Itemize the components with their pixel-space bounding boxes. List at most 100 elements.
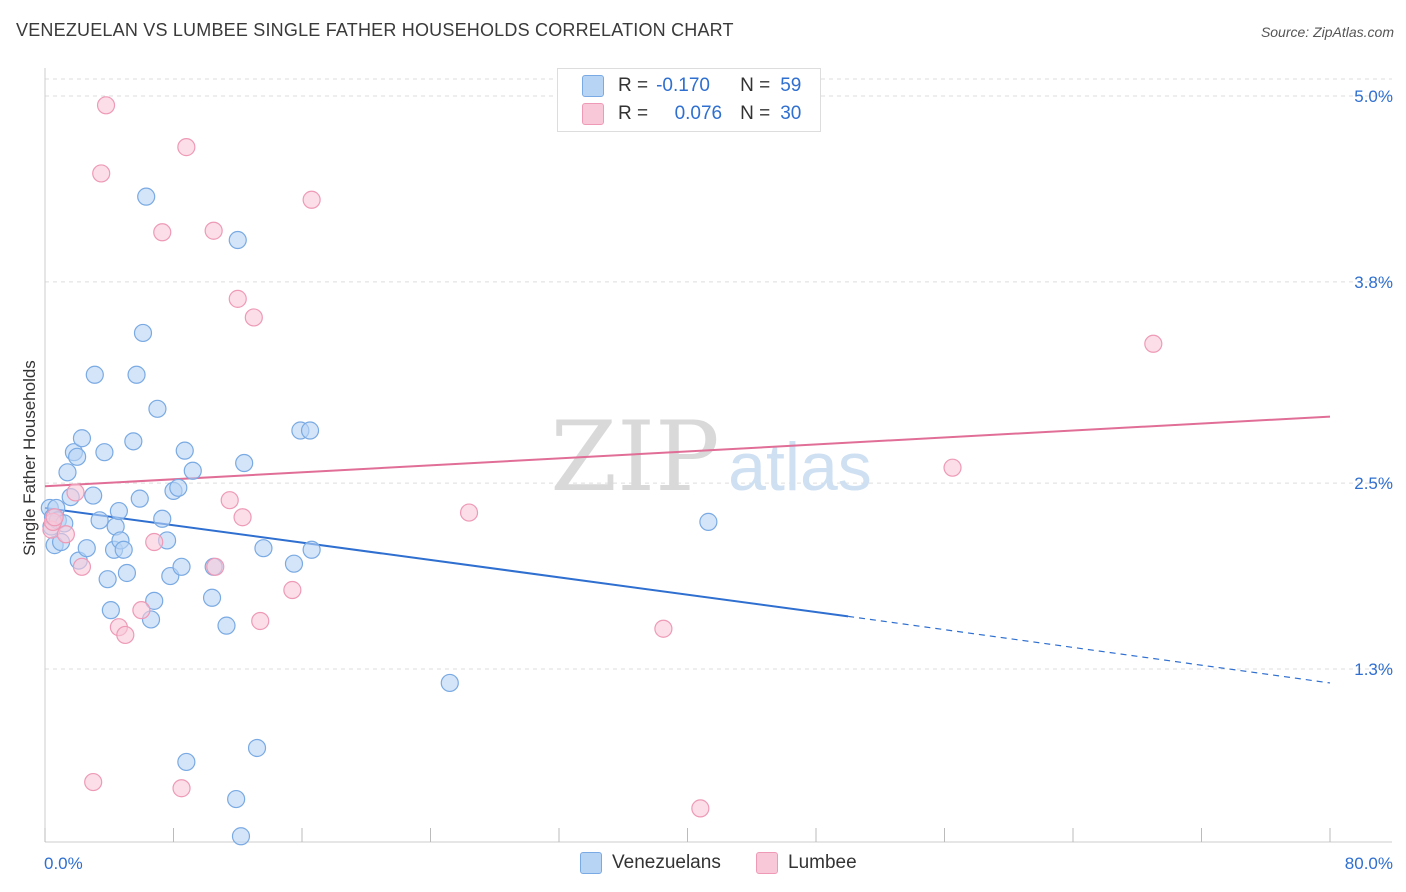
legend-venezuelans-label: Venezuelans — [612, 852, 721, 873]
stats-legend: R = -0.170 N = 59 R = 0.076 N = 30 — [557, 68, 821, 132]
axes — [44, 68, 1392, 843]
venezuelans-n-value: 59 — [780, 75, 802, 96]
lumbee-point-6 — [84, 772, 103, 792]
venezuelan-point-42 — [177, 752, 196, 772]
venezuelan-point-15 — [84, 486, 103, 505]
chart-title: VENEZUELAN VS LUMBEE SINGLE FATHER HOUSE… — [16, 20, 734, 40]
lumbee-point-20 — [233, 508, 252, 527]
venezuelan-point-39 — [169, 478, 188, 497]
venezuelan-point-23 — [109, 501, 128, 521]
venezuelans-r-value: -0.170 — [656, 75, 710, 96]
lumbee-point-29 — [1144, 334, 1163, 353]
lumbee-point-27 — [691, 799, 710, 818]
venezuelan-point-46 — [217, 616, 236, 635]
lumbee-n-value: 30 — [780, 103, 802, 124]
x-tick-label-1: 80.0% — [1345, 854, 1393, 873]
watermark-atlas: atlas — [728, 429, 872, 505]
venezuelan-point-17 — [90, 511, 109, 530]
lumbee-r-label: R = — [618, 103, 649, 124]
lumbee-point-22 — [251, 611, 270, 631]
venezuelan-point-13 — [72, 429, 92, 448]
legend-item-venezuelans[interactable]: Venezuelans — [580, 852, 721, 874]
venezuelan-point-8 — [58, 463, 77, 482]
legend-lumbee-swatch — [756, 852, 778, 874]
venezuelan-point-16 — [85, 365, 104, 384]
venezuelan-point-48 — [228, 230, 247, 250]
venezuelan-point-20 — [101, 601, 120, 620]
lumbee-point-15 — [177, 138, 196, 157]
legend-venezuelans-swatch — [580, 852, 602, 874]
venezuelan-point-33 — [145, 591, 164, 610]
lumbee-point-28 — [943, 458, 962, 477]
y-tick-label-0: 1.3% — [1354, 660, 1393, 679]
lumbee-point-7 — [92, 164, 111, 183]
venezuelan-point-11 — [68, 447, 87, 466]
lumbee-point-11 — [132, 601, 151, 620]
lumbee-point-16 — [204, 221, 223, 240]
venezuelan-point-55 — [300, 421, 320, 440]
y-tick-label-2: 3.8% — [1354, 273, 1393, 292]
lumbee-point-24 — [302, 190, 321, 209]
x-tick-label-0: 0.0% — [44, 854, 83, 873]
y-tick-label-1: 2.5% — [1354, 474, 1393, 493]
venezuelans-swatch — [582, 75, 604, 97]
tick-labels: 1.3% 2.5% 3.8% 5.0% 0.0% 80.0% — [44, 87, 1393, 873]
y-tick-label-3: 5.0% — [1354, 87, 1393, 106]
venezuelan-point-35 — [153, 509, 172, 528]
venezuelans-trendline — [44, 506, 849, 618]
lumbee-point-2 — [45, 508, 64, 527]
venezuelan-point-19 — [98, 570, 117, 589]
venezuelan-point-28 — [127, 365, 146, 384]
lumbee-point-21 — [244, 308, 263, 327]
venezuelan-point-58 — [699, 512, 718, 531]
lumbee-point-4 — [66, 483, 85, 502]
venezuelan-point-56 — [302, 540, 321, 559]
venezuelan-point-30 — [133, 323, 153, 343]
lumbee-point-3 — [56, 525, 75, 544]
lumbee-point-18 — [220, 491, 239, 510]
venezuelan-point-31 — [137, 187, 156, 206]
legend-row-venezuelans: R = -0.170 N = 59 — [582, 72, 801, 100]
venezuelan-point-26 — [117, 563, 137, 583]
lumbee-point-19 — [228, 289, 247, 308]
lumbee-swatch — [582, 103, 604, 125]
venezuelans-r-label: R = — [618, 75, 649, 96]
lumbee-point-5 — [72, 557, 92, 576]
venezuelan-point-53 — [284, 554, 304, 573]
venezuelan-point-44 — [202, 588, 222, 607]
venezuelan-point-52 — [254, 539, 273, 558]
venezuelan-point-40 — [172, 557, 191, 576]
venezuelan-point-47 — [227, 789, 246, 809]
lumbee-n-label: N = — [740, 103, 771, 124]
venezuelan-point-50 — [235, 453, 254, 473]
legend-item-lumbee[interactable]: Lumbee — [756, 852, 857, 874]
lumbee-trendline — [44, 415, 1331, 488]
venezuelans-trendline-extension — [848, 615, 1331, 684]
lumbee-point-23 — [283, 580, 302, 600]
venezuelan-point-29 — [130, 489, 149, 508]
legend-row-lumbee: R = 0.076 N = 30 — [582, 100, 801, 128]
lumbee-point-14 — [172, 779, 191, 798]
data-points — [40, 96, 1163, 846]
venezuelan-point-14 — [77, 539, 96, 558]
venezuelan-point-41 — [175, 441, 194, 460]
venezuelans-n-label: N = — [740, 75, 771, 96]
lumbee-point-25 — [459, 503, 479, 522]
legend-lumbee-label: Lumbee — [788, 852, 857, 873]
venezuelan-point-25 — [114, 540, 133, 559]
lumbee-point-8 — [96, 96, 116, 115]
venezuelan-point-49 — [231, 827, 251, 846]
lumbee-point-13 — [153, 223, 172, 242]
venezuelan-point-51 — [247, 738, 267, 758]
trend-lines — [44, 415, 1331, 684]
lumbee-point-12 — [145, 532, 164, 552]
lumbee-point-26 — [654, 619, 673, 638]
venezuelan-point-18 — [95, 443, 114, 462]
lumbee-point-17 — [206, 557, 225, 576]
venezuelan-point-27 — [124, 432, 143, 451]
venezuelan-point-34 — [148, 399, 167, 418]
venezuelan-point-43 — [183, 461, 202, 480]
source-label: Source: ZipAtlas.com — [1260, 24, 1394, 40]
lumbee-r-value: 0.076 — [674, 103, 723, 124]
